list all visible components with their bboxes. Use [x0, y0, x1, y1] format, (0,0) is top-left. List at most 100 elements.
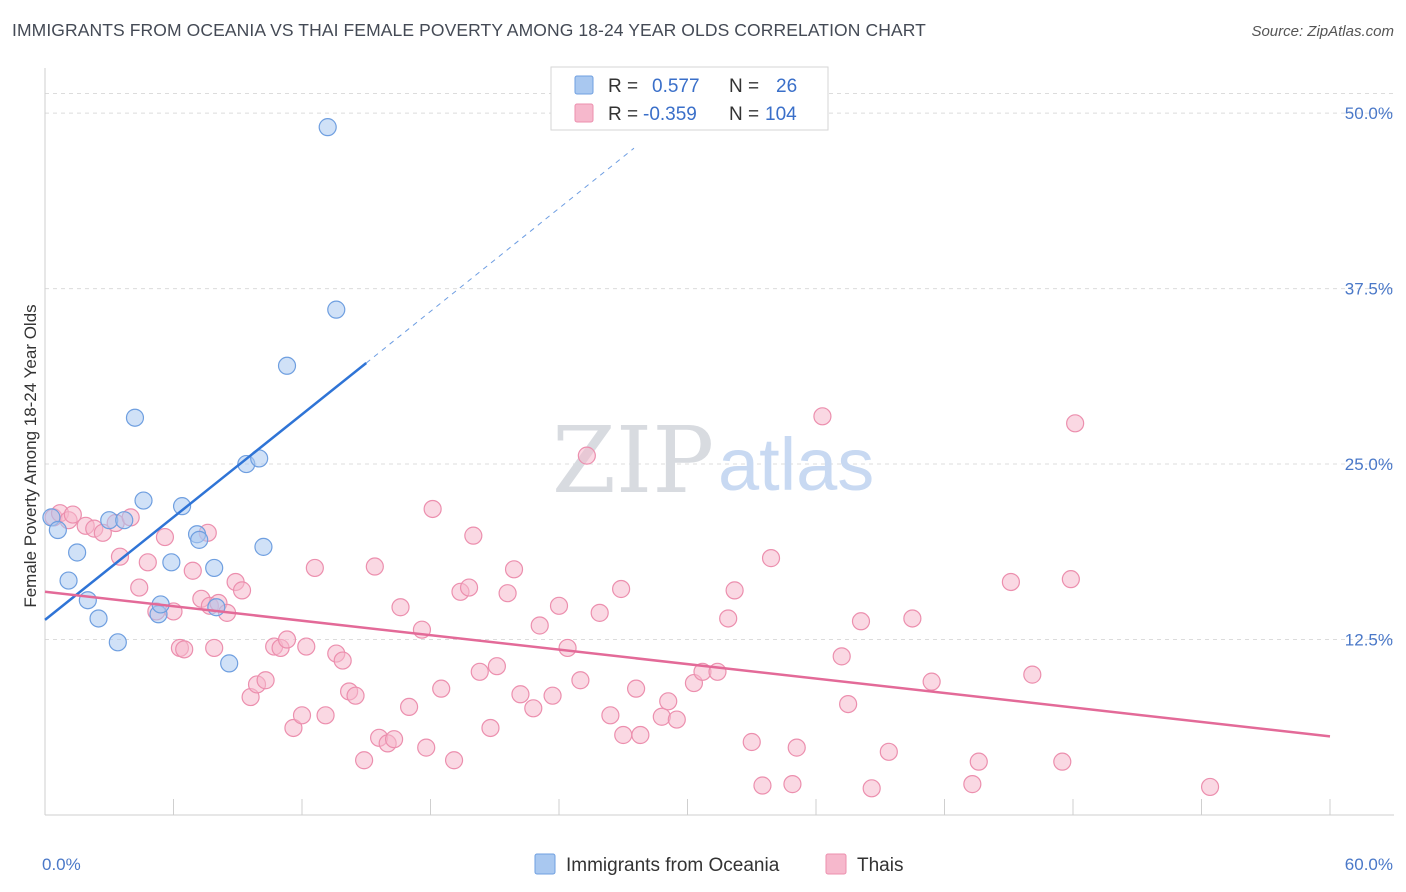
thais-point-102 — [1066, 414, 1085, 433]
thais-point-63 — [530, 616, 549, 635]
thais-point-41 — [355, 751, 374, 770]
thais-point-32 — [284, 718, 303, 738]
axes — [44, 68, 1394, 816]
thais-points — [44, 407, 1220, 798]
oceania-point-13 — [162, 553, 181, 572]
thais-point-68 — [577, 446, 596, 465]
thais-point-96 — [963, 775, 982, 794]
oceania-point-24 — [318, 118, 337, 137]
thais-point-10 — [130, 578, 149, 597]
oceania-point-8 — [115, 511, 134, 530]
legend-box — [550, 66, 829, 131]
oceania-point-10 — [134, 491, 153, 510]
thais-point-69 — [590, 603, 609, 622]
thais-point-72 — [614, 725, 633, 745]
thais-point-62 — [524, 699, 543, 718]
thais-point-50 — [423, 499, 442, 519]
legend-swatch-pink — [574, 103, 594, 123]
watermark-zip: ZIP — [552, 407, 714, 514]
thais-point-60 — [504, 560, 524, 579]
oceania-points — [42, 118, 346, 673]
thais-point-70 — [601, 706, 620, 725]
thais-point-71 — [612, 579, 631, 599]
thais-point-93 — [879, 742, 898, 761]
oceania-point-5 — [89, 609, 108, 628]
y-axis-label: Female Poverty Among 18-24 Year Olds — [21, 304, 40, 607]
thais-point-28 — [256, 671, 275, 690]
y-tick-label-2: 37.5% — [1345, 280, 1393, 299]
thais-point-81 — [719, 609, 738, 628]
thais-point-17 — [183, 561, 202, 580]
thais-point-89 — [832, 647, 851, 666]
thais-point-52 — [444, 751, 464, 770]
oceania-point-18 — [207, 598, 226, 617]
x-tick-label-1: 60.0% — [1345, 855, 1393, 874]
oceania-point-22 — [254, 537, 273, 556]
thais-point-45 — [384, 730, 404, 749]
thais-point-21 — [205, 638, 224, 658]
thais-point-91 — [851, 612, 871, 631]
thais-point-46 — [391, 598, 410, 617]
thais-point-90 — [839, 694, 858, 714]
thais-point-58 — [487, 657, 506, 676]
oceania-point-17 — [205, 558, 224, 578]
thais-trendline — [44, 590, 1331, 738]
source-label: Source: ZipAtlas.com — [1251, 23, 1394, 40]
thais-point-76 — [659, 692, 678, 711]
bottom-legend-label-thais: Thais — [857, 855, 903, 876]
thais-point-56 — [470, 662, 489, 681]
legend-r-label-1: R = — [608, 76, 638, 97]
thais-point-35 — [305, 558, 324, 578]
top-legend: R = 0.577 N = 26 R = -0.359 N = 104 — [550, 66, 829, 131]
oceania-trendline-extension — [365, 147, 635, 364]
y-tick-label-0: 12.5% — [1345, 631, 1393, 650]
oceania-point-6 — [108, 633, 127, 652]
legend-n-label-1: N = — [729, 76, 759, 97]
thais-point-83 — [742, 732, 761, 752]
bottom-legend-label-oceania: Immigrants from Oceania — [566, 855, 780, 876]
thais-point-36 — [316, 706, 335, 725]
oceania-point-14 — [172, 497, 192, 516]
thais-point-88 — [813, 407, 832, 426]
x-tick-labels: 0.0% 60.0% — [42, 855, 1393, 874]
thais-point-86 — [783, 775, 802, 794]
gridlines — [45, 92, 1394, 641]
watermark: ZIP atlas — [552, 407, 874, 514]
legend-r-label-2: R = — [608, 104, 638, 125]
legend-r-value-2: -0.359 — [643, 104, 697, 125]
thais-point-25 — [232, 581, 252, 600]
thais-point-40 — [346, 686, 365, 705]
oceania-point-3 — [68, 543, 87, 562]
legend-swatch-blue — [574, 75, 594, 95]
chart-title: IMMIGRANTS FROM OCEANIA VS THAI FEMALE P… — [12, 20, 926, 40]
watermark-atlas: atlas — [718, 423, 874, 506]
thais-point-94 — [903, 609, 922, 628]
thais-point-38 — [333, 651, 352, 670]
oceania-trendline — [44, 361, 368, 621]
thais-point-3 — [63, 505, 82, 524]
legend-n-label-2: N = — [729, 104, 759, 125]
oceania-point-2 — [59, 571, 78, 590]
thais-point-74 — [631, 725, 650, 745]
thais-point-97 — [969, 752, 988, 771]
thais-point-59 — [498, 584, 517, 603]
y-tick-label-1: 25.0% — [1345, 455, 1393, 474]
oceania-point-4 — [78, 591, 97, 610]
thais-point-98 — [1001, 572, 1020, 592]
thais-point-101 — [1061, 570, 1080, 589]
legend-n-value-1: 26 — [776, 76, 797, 97]
oceania-point-16 — [190, 530, 209, 549]
thais-point-8 — [110, 547, 130, 566]
oceania-point-25 — [327, 300, 346, 319]
oceania-point-23 — [277, 356, 297, 375]
oceania-point-1 — [48, 520, 67, 540]
thais-point-33 — [292, 706, 312, 725]
thais-point-92 — [862, 779, 881, 798]
thais-point-95 — [922, 672, 941, 691]
x-tick-label-0: 0.0% — [42, 855, 81, 874]
bottom-legend: Immigrants from Oceania Thais — [534, 853, 903, 876]
thais-point-87 — [787, 738, 806, 757]
oceania-point-9 — [125, 408, 145, 427]
thais-point-11 — [138, 553, 157, 572]
